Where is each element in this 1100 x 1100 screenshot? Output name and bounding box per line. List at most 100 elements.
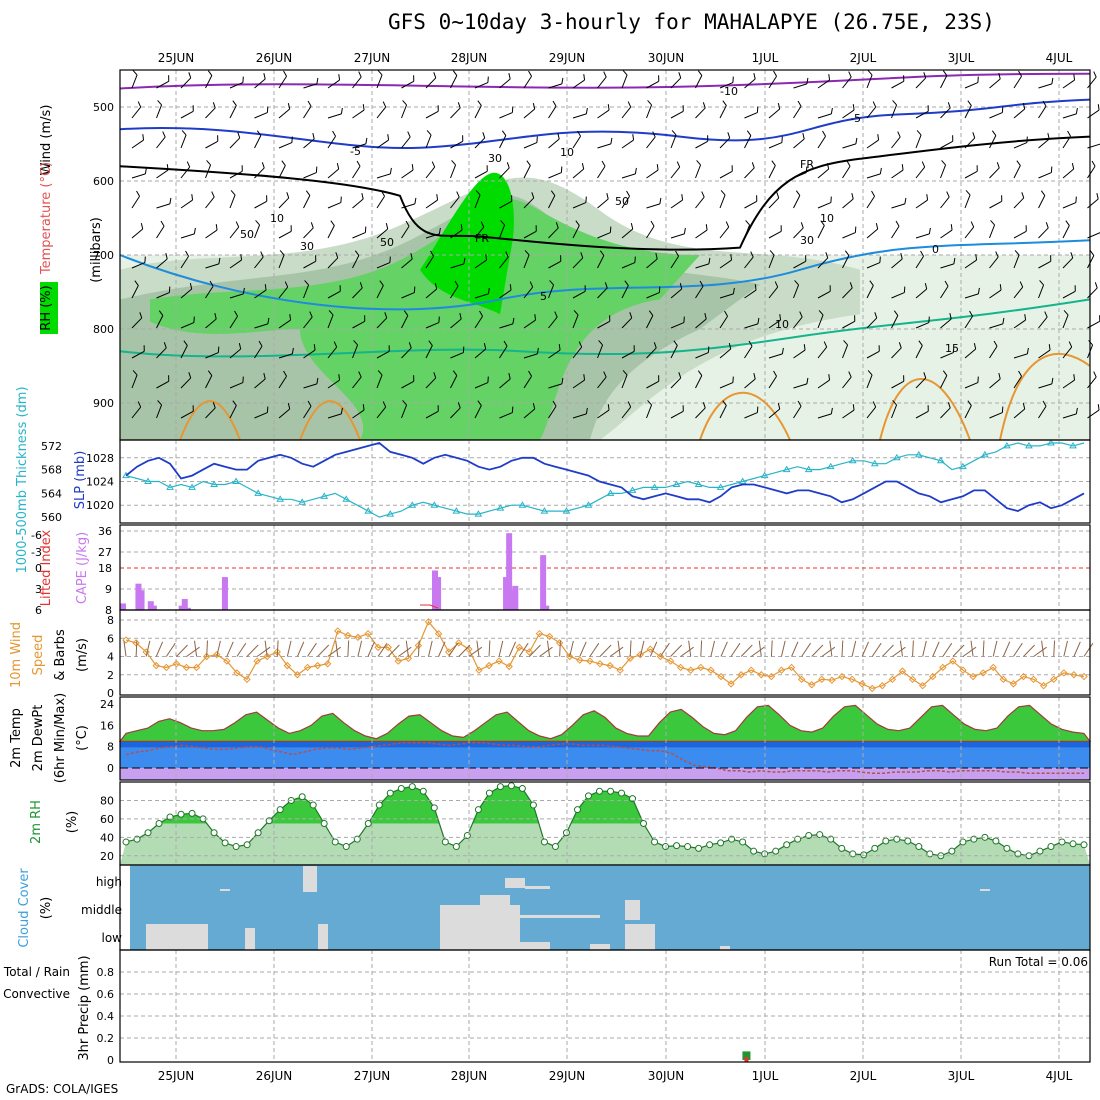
wind-barb-feather [900,253,903,260]
wind-barb-feather [648,310,654,316]
thickness-axis-label: 1000-500mb Thickness (dm) [15,386,30,573]
wind-barb [695,318,707,329]
wind-barb [254,345,263,359]
rh-marker [485,789,493,797]
wind-barb-feather [826,163,830,170]
wind10-barb [546,640,551,657]
thickness-marker [474,510,483,517]
wind-barb [940,229,953,239]
wind-barb-feather [402,400,407,406]
precip-tick-label: 0.4 [97,1010,115,1023]
wind-barb-feather [531,192,535,199]
wind-barb [278,108,291,119]
wind10-marker [888,675,897,684]
low-cloud-block [440,916,520,950]
wind-barb [768,319,781,329]
wind-barb-feather [750,251,754,258]
wind10-barb [1002,641,1011,657]
wind-barb-feather [1097,404,1100,411]
wind-barb-feather [1071,163,1075,170]
wind-barb-feather [704,313,707,320]
isotherm-line [119,72,1091,90]
wind-barb [327,257,339,269]
top-date-label: 30JUN [648,51,685,65]
wind-barb [499,256,509,269]
wind-barb [156,315,164,329]
wind-barb-feather [578,341,583,348]
wind10-barb [1041,640,1045,657]
wind10-barb [700,640,703,657]
wind-barb-feather [603,371,607,378]
wind-barb [131,317,143,329]
rh-marker [276,806,284,814]
wind-barb [572,225,580,239]
wind-barb [499,135,507,149]
wind-barb-feather [506,162,510,169]
thickness-marker [276,495,285,502]
wind10-barb [216,640,221,657]
cape-bar [150,605,157,610]
wind-barb-feather [307,400,312,407]
wind-barb [474,137,486,149]
wind-barb [572,257,584,269]
wind-barb-feather [622,70,628,76]
wind-barb [744,323,759,329]
rh-contour-label: 50 [240,228,254,241]
top-date-label: 3JUL [948,51,975,65]
wind-barb [768,142,783,149]
slp-tick-label: 1020 [86,499,114,512]
wind-barb [523,319,536,329]
date-axes: 25JUN 25JUN 26JUN 26JUN 27JUN 27JUN 28JUN 28JUN… [158,51,1073,1083]
wind10-marker [989,663,997,672]
wind-barb-feather [477,400,482,406]
wind-barb-feather [659,197,662,204]
wind-barb [229,293,244,299]
wind-barb [180,166,191,179]
wind-barb [964,293,979,299]
wind-barb [352,232,366,239]
wind10-marker [676,663,685,672]
wind10-marker [263,652,271,661]
wind-barb-feather [534,314,537,321]
wind-barb-feather [561,377,564,384]
wind-barb-feather [969,310,973,317]
low-cloud-block [590,944,610,950]
wind-barb [964,226,975,239]
wind-barb-feather [310,222,314,229]
wind-barb-feather [630,223,634,230]
rh2m-panel: 20 40 60 80 2m RH (%) [29,781,1091,866]
wind-barb [205,164,212,179]
isotherm-label: 15 [945,342,959,355]
wind-barb-feather [776,192,780,199]
wind-barb-feather [867,370,873,376]
wind-barb-feather [212,102,216,109]
wind-barb [744,135,752,149]
wind-barb [131,173,146,179]
wind10-marker [475,666,483,674]
wind10-marker [455,639,463,647]
wind10-axis-label-4: (m/s) [75,638,90,672]
wind10-marker [424,618,433,626]
wind-barb-feather [1042,400,1047,407]
wind-barb-feather [746,130,752,136]
pressure-tick-label: 800 [93,323,114,336]
wind-barb [229,137,241,149]
rh2m-units-label: (%) [65,811,80,834]
wind-barb-feather [1063,310,1069,316]
wind-barb [793,195,801,209]
wind10-marker [374,643,382,652]
cape-bar [543,605,550,610]
wind-barb [597,143,612,149]
wind-barb-feather [799,311,803,318]
wind-barb-feather [284,281,289,288]
wind-barb [205,140,219,149]
wind10-marker [939,663,947,672]
cloud-units-label: (%) [39,897,54,920]
wind-barb [670,233,685,239]
wind-barb [768,254,775,269]
wind-barb-feather [232,400,237,406]
wind-barb [474,293,489,299]
wind10-barb [476,640,480,657]
wind10-marker [1080,672,1088,681]
cape-bar [432,570,439,610]
